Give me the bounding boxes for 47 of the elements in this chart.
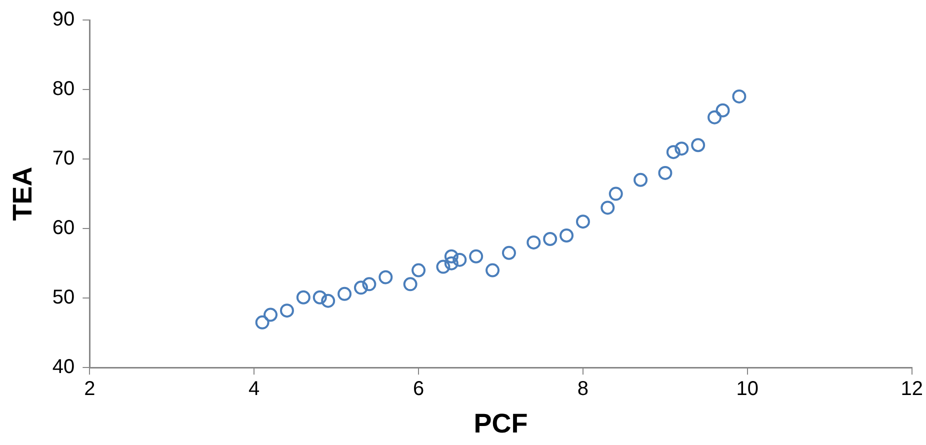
point (444, 256, 458, 270)
point (444, 249, 458, 264)
point (560, 228, 574, 243)
x-tick-label: 4 (248, 378, 260, 400)
y-tick-label: 50 (52, 286, 75, 309)
point (296, 290, 310, 304)
point (658, 166, 672, 180)
y-tick-label: 70 (52, 148, 75, 170)
point (674, 142, 689, 156)
y-tick-label: 60 (52, 217, 75, 240)
point (264, 308, 278, 322)
point (354, 280, 368, 295)
point (312, 290, 327, 304)
x-tick-label: 8 (577, 378, 589, 400)
x-tick-label: 12 (900, 378, 923, 400)
point (608, 186, 623, 201)
point (338, 286, 352, 301)
point (634, 172, 648, 187)
y-tick-label: 80 (52, 78, 75, 100)
point (436, 260, 450, 274)
point (321, 294, 336, 308)
x-tick-label: 2 (84, 378, 96, 400)
point (486, 263, 500, 278)
point (708, 110, 722, 124)
point (403, 277, 418, 292)
x-tick-label: 10 (736, 378, 759, 400)
point (666, 145, 680, 160)
point (716, 103, 730, 118)
point (378, 270, 393, 284)
point (362, 277, 376, 292)
point (732, 89, 746, 104)
point (543, 232, 558, 246)
point (469, 249, 484, 264)
y-axis-title: TEA (8, 166, 38, 221)
x-axis-title: PCF (474, 408, 528, 438)
point (452, 252, 467, 267)
point (412, 263, 426, 278)
point (691, 138, 706, 152)
point (600, 200, 615, 215)
point (526, 235, 541, 250)
point (280, 304, 294, 318)
point (576, 214, 590, 229)
x-tick-label: 6 (412, 378, 424, 400)
y-tick-label: 90 (52, 8, 75, 31)
point (255, 315, 270, 330)
point (502, 246, 516, 260)
y-tick-label: 40 (52, 356, 75, 378)
